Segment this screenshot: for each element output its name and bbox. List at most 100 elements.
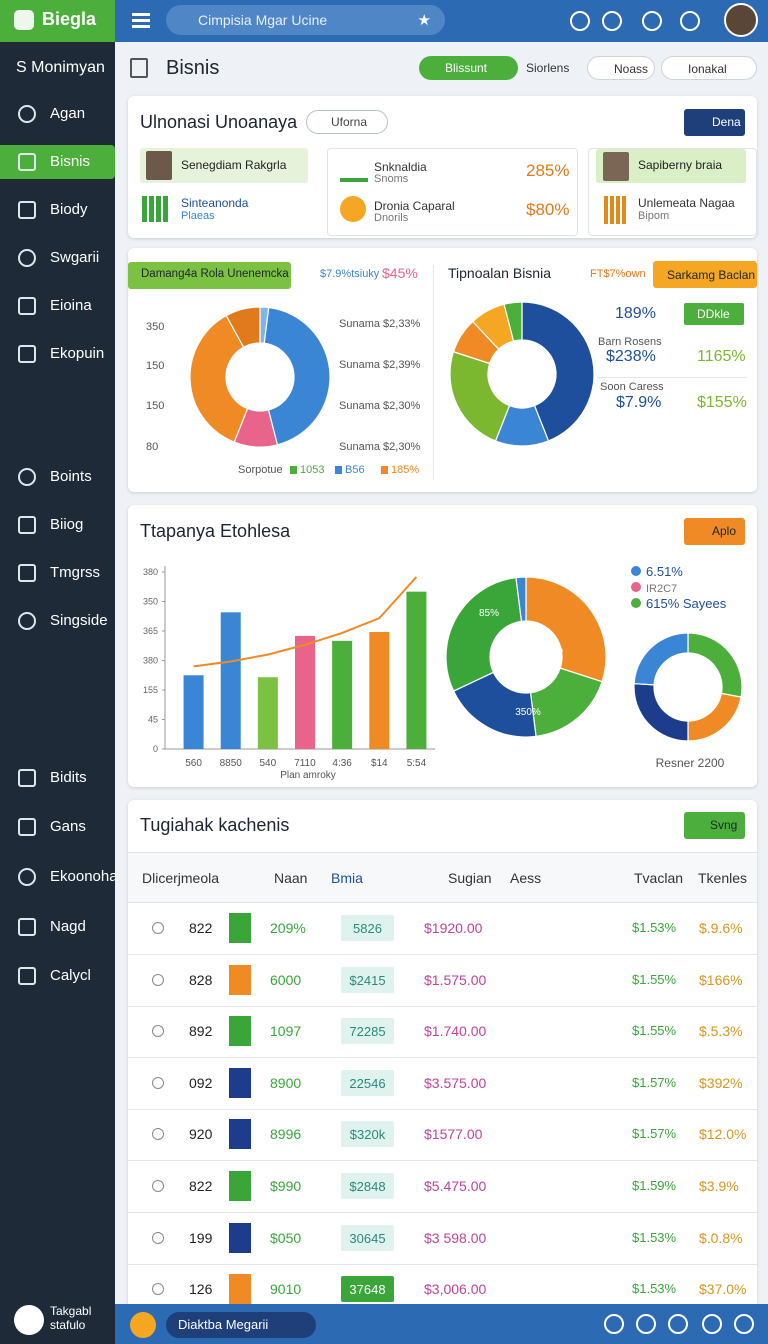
nav-icon [18, 153, 36, 171]
badge: $320k [341, 1121, 394, 1148]
bottom-icon[interactable] [668, 1314, 688, 1334]
bottom-search[interactable]: Diaktba Megarii [166, 1312, 316, 1338]
bottom-icon[interactable] [604, 1314, 624, 1334]
nav-item[interactable]: Swgarii [0, 241, 115, 275]
bottom-icon[interactable] [734, 1314, 754, 1334]
row-swatch [229, 1222, 251, 1253]
row-divider [128, 1212, 757, 1213]
row-divider [128, 1057, 757, 1059]
cell: $320k [349, 1127, 386, 1143]
filter[interactable]: Uforna [306, 110, 388, 134]
search-star: ★ [417, 12, 431, 29]
back-icon[interactable] [130, 58, 148, 78]
nav-label: Ekopuin [50, 345, 105, 362]
nav-item[interactable]: Singside [0, 604, 115, 638]
logo: Biegla [42, 9, 97, 29]
row-icon[interactable] [152, 973, 164, 986]
header-button[interactable]: Siorlens [520, 56, 584, 80]
legend-title: Sorpotue [238, 464, 283, 476]
nav-icon [18, 818, 36, 836]
action-button[interactable]: Aplo [684, 518, 745, 545]
nav-item[interactable]: Nagd [0, 910, 115, 944]
column-header: Aess [510, 870, 542, 886]
nav-label: Agan [50, 105, 86, 122]
nav-icon [18, 249, 36, 267]
row-icon[interactable] [152, 1076, 164, 1089]
nav-label: Boints [50, 468, 92, 485]
header-button[interactable]: Noass [587, 56, 655, 80]
nav-icon [18, 918, 36, 936]
action-button[interactable]: Dena [684, 109, 745, 136]
nav-item[interactable]: Tmgrss [0, 556, 115, 590]
cell: 892 [189, 1023, 213, 1040]
cell: $166% [699, 971, 743, 988]
row-icon[interactable] [152, 1128, 164, 1141]
top-icon[interactable] [642, 11, 662, 31]
nav-icon [18, 612, 36, 630]
bottom-icon[interactable] [702, 1314, 722, 1334]
nav-label: Biiog [50, 516, 84, 533]
nav-item[interactable]: Ekoonoha [0, 860, 118, 894]
item-box [588, 148, 757, 236]
badge: 72285 [341, 1018, 394, 1045]
stat: $45% [382, 265, 418, 281]
nav-item[interactable]: Boints [0, 460, 115, 494]
cell: $1.53% [632, 920, 677, 935]
nav-item[interactable]: Bisnis [0, 145, 115, 179]
top-icon[interactable] [680, 11, 700, 31]
slice-label: Sunama $2,30% [339, 400, 421, 412]
nav-item[interactable]: Bidits [0, 761, 115, 795]
top-icon[interactable] [602, 11, 622, 31]
cell: 822 [189, 1178, 213, 1194]
row-swatch [229, 1067, 251, 1098]
nav-item[interactable]: Biiog [0, 508, 115, 542]
row-icon[interactable] [152, 1025, 164, 1038]
item-icon [142, 196, 168, 222]
nav-label: Tmgrss [50, 564, 100, 581]
row-icon[interactable] [152, 1283, 164, 1296]
cell: 6000 [270, 971, 302, 988]
action-label: Svng [710, 818, 738, 832]
table-header-bg [128, 852, 757, 903]
bottom-icon[interactable] [636, 1314, 656, 1334]
nav-item[interactable]: Calycl [0, 959, 115, 993]
avatar[interactable] [724, 3, 758, 37]
row-icon[interactable] [152, 922, 164, 934]
footer-icon [14, 1305, 44, 1335]
row-icon[interactable] [152, 1180, 164, 1192]
search[interactable]: Cimpisia Mgar Ucine ★ [166, 5, 445, 35]
nav-item[interactable]: Biody [0, 193, 115, 227]
item-value: 285% [526, 161, 570, 180]
cell: $37.0% [699, 1281, 747, 1298]
performance-card [128, 505, 757, 787]
card-title: Tugiahak kachenis [140, 815, 290, 835]
nav-icon [18, 297, 36, 315]
header-button-label: Ionakal [688, 62, 727, 76]
bottom-icon[interactable] [130, 1312, 156, 1338]
cell: 920 [189, 1126, 213, 1143]
action-button[interactable]: Sarkamg Baclan [653, 261, 757, 288]
action-button[interactable]: Svng [684, 812, 745, 839]
nav-item[interactable]: Eioina [0, 289, 115, 323]
top-icon[interactable] [570, 11, 590, 31]
cell: 9010 [270, 1281, 302, 1298]
cell: 8996 [270, 1126, 302, 1143]
header-button[interactable]: Ionakal [661, 56, 757, 80]
nav-icon [18, 345, 36, 363]
stat-label: Barn Rosens [598, 336, 662, 348]
sidebar-heading: S Monimyan [16, 59, 105, 76]
nav-item[interactable]: Gans [0, 810, 115, 844]
row-swatch [229, 1119, 251, 1150]
nav-label: Singside [50, 612, 108, 629]
header-button[interactable]: Blissunt [419, 56, 518, 80]
nav-item[interactable]: Ekopuin [0, 337, 115, 371]
legend-swatch [335, 466, 342, 474]
item-sub: Snoms [374, 173, 409, 185]
nav-icon [18, 105, 36, 123]
cell: 72285 [349, 1024, 386, 1040]
panel-label [128, 262, 291, 289]
nav-label: Ekoonoha [50, 868, 118, 885]
row-icon[interactable] [152, 1231, 164, 1244]
nav-item[interactable]: Agan [0, 97, 115, 131]
item-label: Snknaldia [374, 160, 427, 174]
